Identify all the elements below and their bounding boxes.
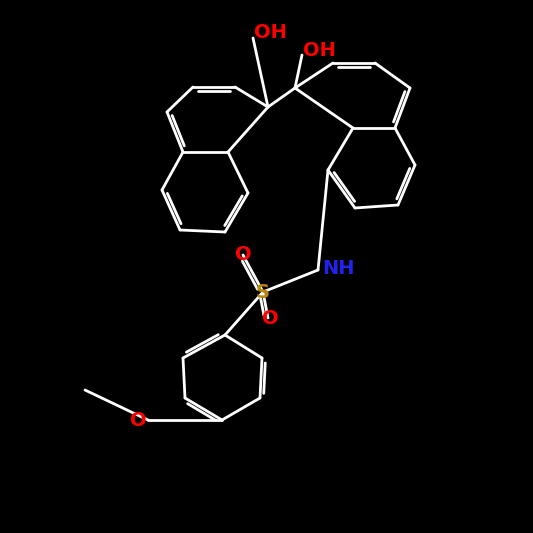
Text: NH: NH — [322, 259, 354, 278]
Text: OH: OH — [254, 23, 287, 43]
Text: S: S — [256, 282, 270, 302]
Text: O: O — [130, 410, 147, 430]
Text: OH: OH — [303, 41, 336, 60]
Text: O: O — [235, 246, 252, 264]
Text: O: O — [262, 309, 278, 327]
